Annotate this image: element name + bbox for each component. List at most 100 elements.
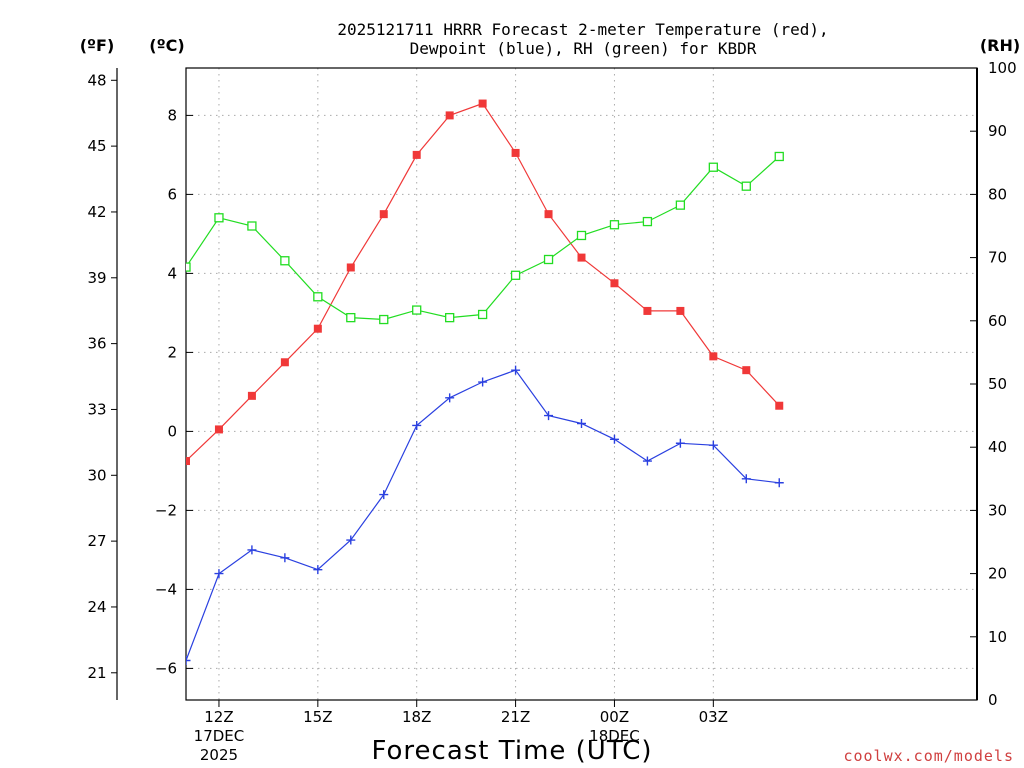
rh-point [280, 256, 290, 266]
celsius-axis: −6 −4 −2 0 2 4 6 8 [155, 106, 193, 677]
temperature-point [742, 366, 751, 375]
celsius-tick-label: 6 [167, 185, 177, 203]
temperature-point [676, 306, 685, 315]
celsius-unit-label: (ºC) [149, 36, 184, 55]
celsius-tick-label: −6 [155, 659, 177, 677]
rh-point [675, 200, 686, 210]
rh-point [708, 162, 718, 172]
rh-point [510, 270, 521, 280]
dewpoint-point [774, 478, 784, 488]
celsius-tick-label: 4 [167, 264, 177, 282]
credit-text: coolwx.com/models [843, 747, 1014, 765]
dewpoint-point [379, 490, 389, 500]
dewpoint-point [346, 535, 356, 545]
rh-point [379, 314, 389, 325]
dewpoint-point [577, 419, 586, 428]
chart-title-line2: Dewpoint (blue), RH (green) for KBDR [410, 39, 757, 58]
fahrenheit-tick-label: 33 [87, 400, 106, 418]
x-axis-title: Forecast Time (UTC) [371, 736, 652, 766]
temperature-point [577, 253, 586, 262]
time-tick-label: 21Z [501, 708, 530, 726]
fahrenheit-tick-label: 39 [87, 269, 106, 287]
rh-tick-label: 50 [988, 375, 1007, 393]
dewpoint-point [511, 365, 521, 375]
rh-line [186, 156, 780, 321]
rh-series [186, 151, 784, 325]
celsius-tick-label: 2 [167, 343, 177, 361]
dewpoint-point [741, 474, 751, 484]
dewpoint-point [478, 377, 488, 387]
fahrenheit-tick-label: 48 [87, 71, 106, 89]
temperature-point [610, 279, 619, 288]
temperature-line [186, 102, 780, 462]
rh-point [346, 312, 356, 323]
dewpoint-point [412, 420, 422, 430]
series-layer [186, 99, 784, 665]
temperature-point [214, 425, 223, 434]
fahrenheit-tick-label: 36 [87, 335, 106, 353]
gridlines [186, 68, 977, 700]
temperature-point [412, 150, 421, 159]
fahrenheit-tick-label: 30 [87, 466, 106, 484]
rh-point [642, 216, 653, 227]
chart-title-line1: 2025121711 HRRR Forecast 2-meter Tempera… [337, 20, 828, 39]
rh-point [186, 262, 191, 272]
dewpoint-line [186, 369, 780, 661]
rh-unit-label: (RH) [980, 36, 1020, 55]
plot-frame [185, 67, 978, 701]
rh-point [543, 254, 554, 265]
rh-tick-label: 0 [988, 691, 998, 709]
dewpoint-point [280, 553, 290, 563]
temperature-point [346, 263, 355, 272]
dewpoint-point [445, 393, 455, 403]
dewpoint-point [544, 411, 554, 421]
fahrenheit-tick-label: 27 [87, 532, 106, 550]
rh-point [412, 305, 422, 315]
time-tick-label: 18DEC [589, 727, 640, 745]
rh-axis: 0 10 20 30 40 50 60 70 80 90 100 [970, 59, 1017, 709]
temperature-point [445, 111, 454, 120]
time-tick-label: 12Z [204, 708, 233, 726]
temperature-point [379, 210, 388, 219]
rh-tick-label: 90 [988, 122, 1007, 140]
celsius-tick-label: −2 [155, 501, 177, 519]
dewpoint-point [675, 438, 685, 448]
fahrenheit-unit-label: (ºF) [80, 36, 115, 55]
fahrenheit-tick-label: 42 [87, 203, 106, 221]
dewpoint-point [313, 565, 323, 575]
dewpoint-point [609, 434, 619, 444]
time-tick-label: 18Z [402, 708, 431, 726]
temperature-point [478, 99, 487, 108]
temperature-point [313, 324, 322, 333]
fahrenheit-axis: 21 24 27 30 33 36 39 42 45 48 [87, 71, 117, 682]
rh-point [774, 151, 784, 162]
temperature-point [186, 457, 190, 466]
temperature-point [643, 306, 652, 315]
rh-tick-label: 100 [988, 59, 1017, 77]
fahrenheit-tick-label: 21 [87, 664, 106, 682]
rh-tick-label: 30 [988, 501, 1007, 519]
time-tick-label: 15Z [303, 708, 332, 726]
dewpoint-point [214, 569, 224, 579]
rh-point [477, 309, 488, 320]
rh-point [609, 220, 620, 230]
temperature-point [280, 358, 289, 367]
celsius-tick-label: −4 [155, 580, 177, 598]
celsius-tick-label: 8 [167, 106, 177, 124]
rh-tick-label: 70 [988, 249, 1007, 267]
rh-point [313, 292, 323, 302]
rh-point [445, 312, 455, 323]
dewpoint-point [708, 440, 718, 450]
rh-tick-label: 40 [988, 438, 1007, 456]
time-tick-label: 03Z [699, 708, 728, 726]
temperature-point [511, 148, 520, 157]
temperature-series [186, 99, 784, 466]
rh-point [576, 230, 587, 241]
temperature-point [709, 352, 718, 361]
rh-tick-label: 60 [988, 312, 1007, 330]
dewpoint-point [186, 656, 191, 665]
fahrenheit-tick-label: 24 [87, 598, 106, 616]
rh-tick-label: 20 [988, 565, 1007, 583]
